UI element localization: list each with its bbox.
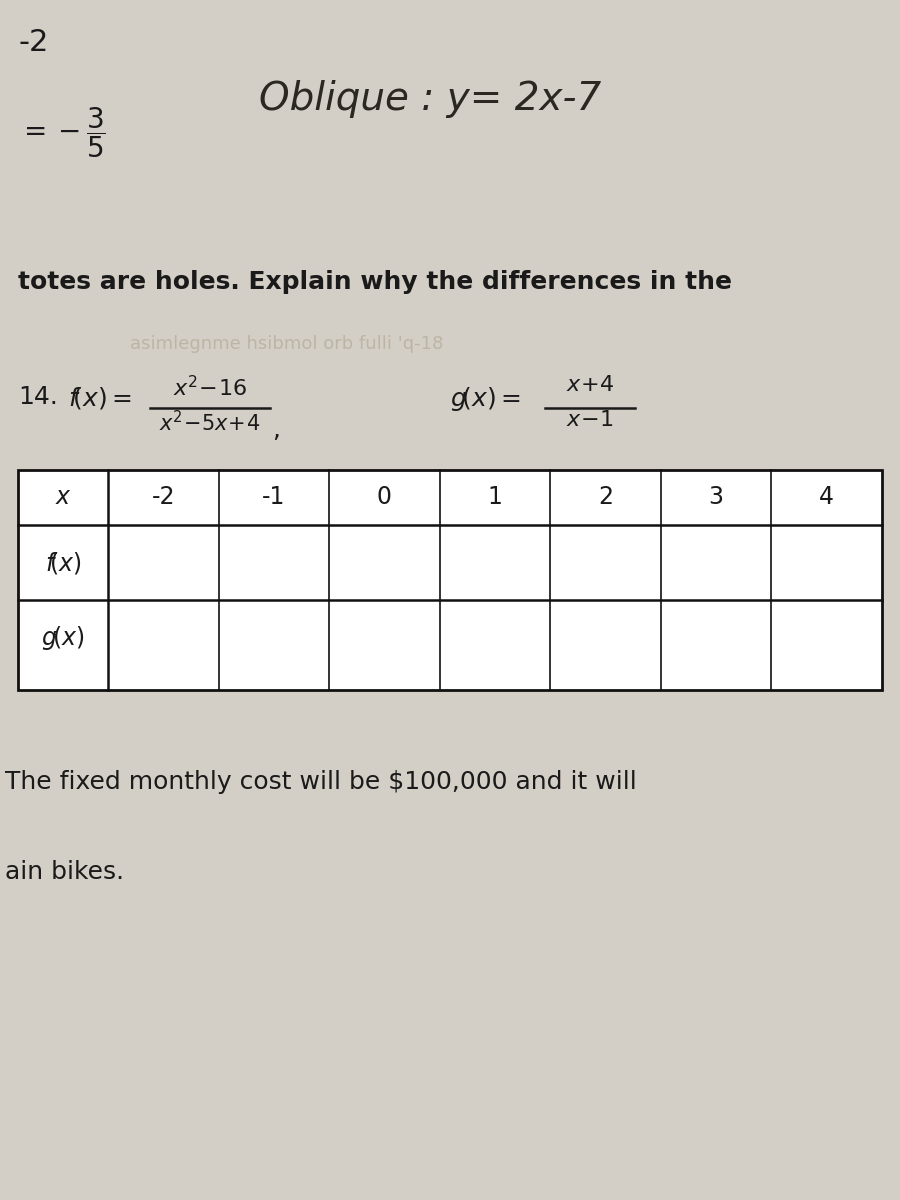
Text: 2: 2 (598, 486, 613, 510)
Text: -2: -2 (18, 28, 49, 56)
Text: $x^2\!-\!5x\!+\!4$: $x^2\!-\!5x\!+\!4$ (159, 410, 261, 436)
Text: -1: -1 (262, 486, 285, 510)
Text: 14.: 14. (18, 385, 58, 409)
Text: $= -\dfrac{3}{5}$: $= -\dfrac{3}{5}$ (18, 104, 106, 160)
Text: 4: 4 (819, 486, 834, 510)
Text: $g\!\left(x\right) =$: $g\!\left(x\right) =$ (450, 385, 521, 413)
Text: $x\!-\!1$: $x\!-\!1$ (566, 410, 614, 430)
Text: -2: -2 (151, 486, 175, 510)
Text: ,: , (272, 418, 280, 442)
Text: $x^2\!-\!16$: $x^2\!-\!16$ (173, 374, 248, 401)
Text: Oblique : y= 2x-7: Oblique : y= 2x-7 (259, 80, 601, 118)
Bar (18, 470, 882, 690)
Text: totes are holes. Explain why the differences in the: totes are holes. Explain why the differe… (18, 270, 732, 294)
Text: $f\!\left(x\right)$: $f\!\left(x\right)$ (45, 550, 81, 576)
Text: The fixed monthly cost will be $100,000 and it will: The fixed monthly cost will be $100,000 … (5, 770, 637, 794)
Text: $g\!\left(x\right)$: $g\!\left(x\right)$ (41, 624, 85, 652)
Text: 1: 1 (488, 486, 502, 510)
Text: asimlegnme hsibmol orb fulli 'q-18: asimlegnme hsibmol orb fulli 'q-18 (130, 335, 444, 353)
Text: 3: 3 (708, 486, 724, 510)
Text: $x$: $x$ (55, 486, 71, 510)
Text: 0: 0 (377, 486, 392, 510)
Text: ain bikes.: ain bikes. (5, 860, 124, 884)
Text: $x\!+\!4$: $x\!+\!4$ (565, 374, 615, 395)
Text: $f\!\left(x\right) =$: $f\!\left(x\right) =$ (68, 385, 132, 410)
